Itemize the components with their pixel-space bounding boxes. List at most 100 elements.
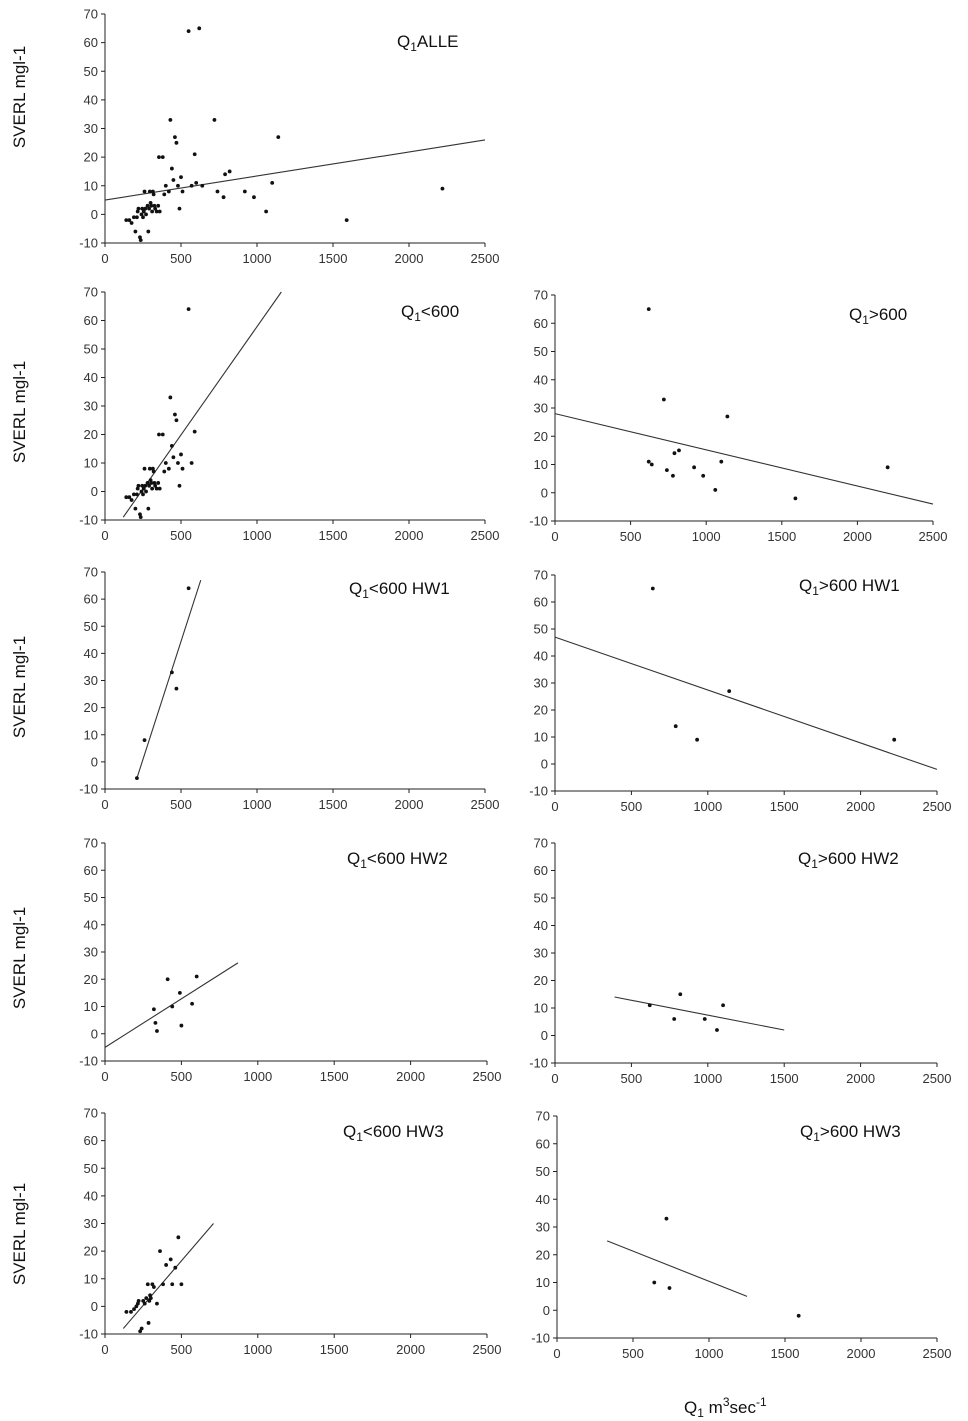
y-tick-label: 70	[84, 836, 98, 851]
data-point	[154, 486, 159, 491]
data-point	[160, 432, 165, 437]
y-tick-label: -10	[79, 1054, 98, 1069]
x-tick-label: 0	[551, 1071, 558, 1086]
data-point	[164, 1263, 169, 1267]
x-tick-label: 1500	[320, 1069, 349, 1084]
regression-line	[554, 636, 938, 770]
x-tick-label: 2500	[471, 528, 500, 543]
y-tick-label: 30	[536, 1220, 550, 1235]
data-point	[163, 461, 168, 465]
data-point	[440, 186, 445, 191]
data-point	[176, 183, 180, 188]
y-tick-label: 20	[534, 973, 548, 988]
x-tick-label: 2000	[395, 528, 424, 543]
data-point	[148, 1296, 153, 1300]
data-point	[133, 506, 138, 511]
data-point	[157, 209, 162, 214]
data-point	[142, 466, 147, 471]
y-tick-label: 40	[536, 1192, 550, 1207]
data-point	[721, 1003, 725, 1008]
data-point	[174, 418, 179, 423]
y-tick-label: 50	[534, 344, 548, 359]
data-point	[169, 444, 174, 448]
data-point	[796, 1313, 801, 1318]
y-tick-label: 40	[84, 1188, 98, 1203]
data-point	[174, 686, 179, 691]
data-point	[161, 1282, 165, 1287]
y-tick-label: 0	[91, 1299, 98, 1314]
y-tick-label: 30	[84, 121, 98, 136]
data-point	[171, 178, 176, 182]
data-point	[194, 974, 199, 979]
data-point	[169, 166, 174, 171]
x-tick-label: 500	[171, 1069, 193, 1084]
data-point	[168, 395, 173, 400]
regression-line	[554, 413, 934, 505]
x-tick-label: 2500	[923, 799, 952, 814]
y-tick-label: 30	[84, 945, 98, 960]
y-tick-label: 60	[84, 35, 98, 50]
x-tick-label: 2000	[847, 1346, 876, 1361]
y-tick-label: 70	[84, 7, 98, 22]
data-point	[149, 481, 154, 485]
y-tick-label: 20	[534, 703, 548, 718]
y-tick-label: 10	[534, 730, 548, 745]
y-tick-label: 10	[84, 1271, 98, 1286]
data-point	[151, 1007, 156, 1012]
regression-line	[136, 579, 202, 779]
data-point	[160, 155, 165, 160]
data-point	[719, 459, 724, 464]
y-tick-label: 50	[84, 1161, 98, 1176]
data-point	[154, 209, 159, 214]
x-tick-label: 2500	[471, 251, 500, 266]
x-tick-label: 2000	[396, 1342, 425, 1357]
panel-title: Q1ALLE	[397, 32, 459, 54]
y-axis-label: SVERL mgl-1	[10, 636, 29, 738]
data-point	[142, 738, 147, 743]
y-tick-label: -10	[529, 784, 548, 799]
y-tick-label: -10	[529, 1056, 548, 1071]
data-point	[677, 448, 681, 453]
data-point	[138, 1329, 143, 1334]
data-point	[186, 307, 191, 311]
x-tick-label: 1500	[319, 251, 348, 266]
data-point	[143, 206, 148, 211]
x-tick-label: 1000	[695, 1346, 724, 1361]
data-point	[139, 489, 144, 494]
x-tick-label: 0	[101, 251, 108, 266]
y-tick-label: 10	[534, 457, 548, 472]
y-axis-label: SVERL mgl-1	[10, 1183, 29, 1285]
data-point	[179, 452, 183, 457]
data-point	[141, 1298, 146, 1303]
data-point	[892, 737, 897, 742]
data-point	[197, 26, 202, 31]
data-point	[151, 192, 156, 197]
panel-title: Q1>600	[849, 305, 907, 327]
y-tick-label: 20	[536, 1247, 550, 1262]
y-tick-label: 0	[543, 1303, 550, 1318]
data-point	[173, 412, 177, 417]
data-point	[174, 140, 179, 145]
y-tick-label: 50	[84, 890, 98, 905]
y-tick-label: 50	[534, 891, 548, 906]
x-tick-label: 2000	[843, 529, 872, 544]
y-tick-label: 0	[91, 754, 98, 769]
data-point	[162, 192, 167, 197]
x-tick-label: 1500	[320, 1342, 349, 1357]
y-tick-label: 10	[534, 1001, 548, 1016]
data-point	[148, 478, 153, 482]
data-point	[132, 1307, 136, 1312]
x-tick-label: 1000	[243, 528, 272, 543]
y-tick-label: 40	[534, 372, 548, 387]
data-point	[135, 486, 140, 491]
x-tick-label: 2500	[471, 797, 500, 812]
data-point	[143, 483, 148, 488]
data-point	[176, 461, 180, 465]
data-point	[646, 307, 651, 312]
regression-line	[104, 139, 486, 201]
